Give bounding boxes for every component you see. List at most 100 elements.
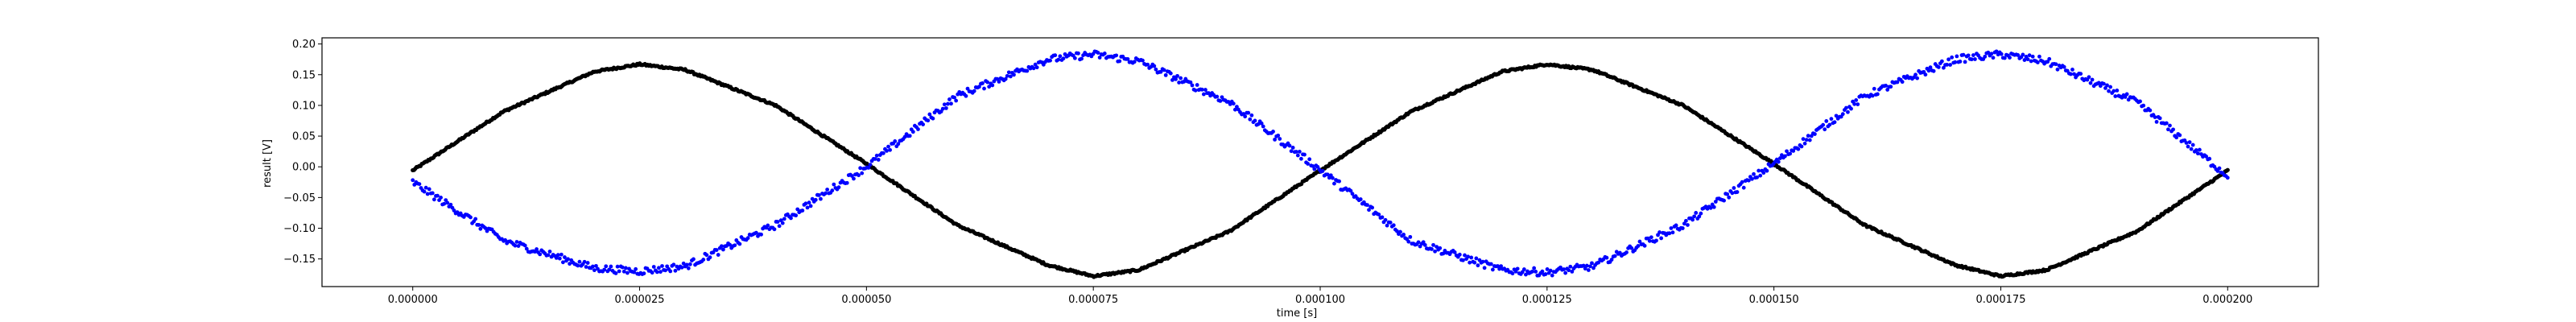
data-point (1586, 268, 1591, 272)
data-point (874, 153, 879, 158)
x-tick-label: 0.000025 (615, 294, 665, 306)
data-point (1422, 242, 1427, 247)
data-point (1923, 72, 1928, 77)
data-point (759, 232, 763, 237)
data-point (1834, 114, 1839, 118)
data-point (1806, 134, 1810, 138)
data-point (417, 182, 422, 187)
data-point (976, 85, 981, 89)
data-point (2207, 156, 2212, 161)
data-point (2047, 56, 2052, 61)
data-point (1852, 101, 1857, 106)
data-point (1311, 163, 1315, 168)
axes-layer: 0.000000 0.000025 0.000050 0.000075 0.000100… (283, 37, 2319, 306)
data-point (546, 253, 551, 258)
data-point (943, 105, 948, 110)
data-point (1488, 262, 1493, 266)
data-point (1969, 57, 1974, 62)
data-point (949, 101, 953, 106)
data-point (775, 220, 780, 224)
data-point (1141, 58, 1145, 63)
data-point (1290, 146, 1295, 150)
data-point (1457, 252, 1462, 257)
data-point (1261, 124, 1265, 129)
data-point (632, 270, 637, 275)
data-point (1926, 68, 1931, 73)
data-point (2184, 141, 2189, 145)
data-point (1472, 260, 1477, 265)
data-point (1325, 172, 1330, 177)
data-point (663, 268, 667, 273)
data-point (1796, 147, 1801, 151)
data-point (714, 248, 719, 252)
data-point (858, 166, 863, 171)
data-point (1008, 74, 1013, 79)
data-point (1367, 208, 1371, 213)
data-point (1190, 83, 1195, 88)
data-point (1584, 263, 1589, 268)
data-point (1801, 137, 1806, 142)
data-point (1741, 185, 1746, 190)
data-point (1097, 56, 1102, 60)
data-point (1530, 269, 1535, 274)
data-point (1402, 233, 1406, 237)
data-point (602, 267, 607, 272)
data-point (1708, 205, 1713, 210)
data-point (483, 225, 488, 230)
data-point (2062, 64, 2066, 69)
data-point (952, 95, 956, 100)
data-point (1994, 49, 1999, 54)
data-point (1694, 211, 1699, 215)
data-point (1686, 223, 1690, 227)
data-point (1332, 181, 1336, 186)
data-point (1476, 263, 1480, 268)
data-point (1496, 264, 1500, 268)
data-point (866, 165, 871, 170)
data-point (656, 266, 661, 270)
data-point (522, 243, 527, 248)
y-tick-label: 0.15 (292, 69, 316, 81)
x-tick-label: 0.000125 (1522, 294, 1572, 306)
data-point (921, 122, 926, 126)
data-point (1306, 162, 1311, 166)
data-point (1532, 266, 1537, 270)
data-point (1722, 198, 1726, 203)
x-tick-label: 0.000175 (1975, 294, 2025, 306)
data-point (1802, 141, 1807, 146)
data-point (658, 270, 663, 275)
y-tick-label: 0.00 (292, 162, 316, 174)
data-point (2027, 53, 2032, 58)
data-point (1259, 121, 1264, 126)
data-point (907, 134, 912, 138)
data-point (2123, 95, 2128, 99)
data-point (896, 142, 901, 147)
data-point (1699, 211, 1703, 216)
data-point (2070, 68, 2074, 72)
data-point (1005, 73, 1009, 78)
data-point (582, 259, 587, 264)
data-point (2030, 54, 2035, 59)
data-point (1179, 76, 1183, 80)
data-point (1583, 266, 1587, 271)
data-point (1884, 84, 1889, 88)
data-point (1278, 137, 1282, 141)
data-point (473, 217, 478, 221)
data-point (2072, 72, 2076, 76)
data-point (1337, 179, 1341, 184)
data-point (568, 262, 572, 266)
data-point (1435, 245, 1439, 249)
data-point (728, 242, 733, 247)
data-point (1175, 73, 1179, 78)
data-point (772, 227, 777, 232)
series-layer (411, 49, 2230, 279)
data-point (557, 256, 562, 261)
data-point (425, 192, 430, 196)
data-point (1823, 127, 1827, 132)
data-point (1776, 159, 1781, 164)
data-point (2186, 144, 2190, 149)
data-point (2195, 151, 2200, 156)
data-point (1370, 205, 1375, 210)
data-point (620, 265, 625, 270)
data-point (1350, 192, 1355, 196)
data-point (2068, 72, 2073, 76)
